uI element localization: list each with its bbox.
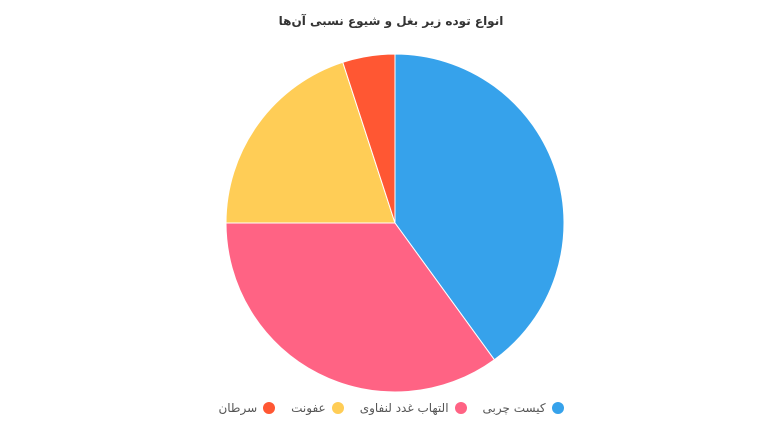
legend-item-3[interactable]: عفونت — [291, 401, 344, 415]
legend-label: عفونت — [291, 401, 326, 415]
legend-swatch — [263, 402, 276, 414]
legend-label: سرطان — [218, 401, 258, 415]
pie-slice-2[interactable] — [225, 222, 496, 393]
pie-slice-1[interactable] — [394, 53, 565, 361]
legend-item-4[interactable]: سرطان — [218, 401, 276, 415]
chart-title: انواع توده زیر بغل و شیوع نسبی آن‌ها — [278, 14, 504, 28]
legend-label: کیست چربی — [482, 401, 546, 415]
pie-slice-3[interactable] — [225, 61, 396, 224]
legend-swatch — [551, 402, 564, 414]
legend-label: التهاب غدد لنفاوی — [359, 401, 449, 415]
pie-slice-4[interactable] — [342, 53, 396, 224]
chart-legend: کیست چربی التهاب غدد لنفاوی عفونت سرطان — [0, 401, 782, 415]
legend-swatch — [454, 402, 467, 414]
legend-item-2[interactable]: التهاب غدد لنفاوی — [360, 401, 467, 415]
legend-swatch — [331, 402, 344, 414]
legend-item-1[interactable]: کیست چربی — [483, 401, 564, 415]
